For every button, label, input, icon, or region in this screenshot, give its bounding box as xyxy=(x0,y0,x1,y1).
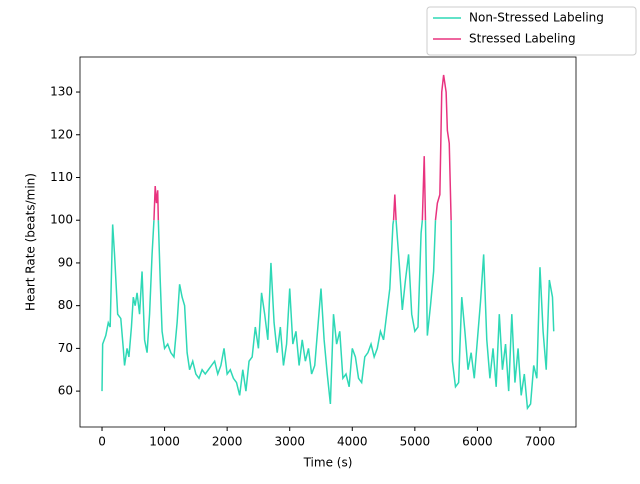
x-tick-label: 6000 xyxy=(462,435,493,449)
axes-frame xyxy=(79,56,577,428)
legend-label: Non-Stressed Labeling xyxy=(469,11,604,25)
x-tick-label: 1000 xyxy=(149,435,180,449)
x-tick-label: 3000 xyxy=(274,435,305,449)
y-tick-label: 100 xyxy=(50,213,73,227)
y-tick-label: 60 xyxy=(58,384,73,398)
x-tick-label: 7000 xyxy=(525,435,556,449)
legend-label: Stressed Labeling xyxy=(469,32,576,46)
legend-box xyxy=(426,6,637,56)
y-tick-label: 120 xyxy=(50,127,73,141)
data-line xyxy=(101,220,555,411)
y-axis-label: Heart Rate (beats/min) xyxy=(24,173,38,311)
y-tick-label: 110 xyxy=(50,170,73,184)
y-tick-label: 80 xyxy=(58,298,73,312)
x-axis-label: Time (s) xyxy=(303,456,353,470)
x-tick-label: 5000 xyxy=(400,435,431,449)
y-tick-label: 130 xyxy=(50,85,73,99)
y-tick-label: 70 xyxy=(58,341,73,355)
y-tick-label: 90 xyxy=(58,255,73,269)
x-tick-label: 4000 xyxy=(337,435,368,449)
x-tick-label: 0 xyxy=(98,435,106,449)
x-tick-label: 2000 xyxy=(212,435,243,449)
data-line xyxy=(153,74,452,221)
